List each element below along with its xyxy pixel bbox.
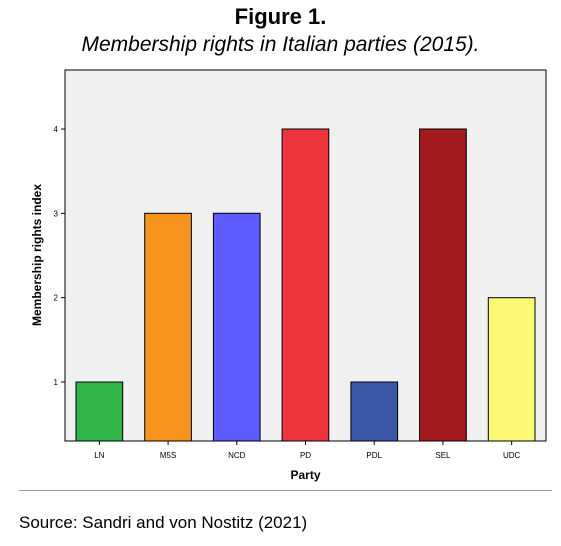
x-tick-label: UDC [503,451,521,460]
bar-m5s [144,212,192,442]
bar-ln [75,381,124,442]
y-tick-label: 1 [54,378,59,387]
source-note: Source: Sandri and von Nostitz (2021) [19,513,308,532]
bars-group [75,128,536,442]
x-axis-label: Party [290,468,320,482]
figure-label: Figure 1. [234,4,327,29]
bar-pdl [350,381,399,442]
x-tick-label: SEL [435,451,451,460]
x-tick-label: LN [94,451,104,460]
x-tick-label: NCD [228,451,246,460]
x-axis-ticks: LN M5S NCD PD PDL SEL UDC [94,441,521,460]
divider-line [19,490,552,491]
bar-sel [419,128,467,442]
x-tick-label: PD [300,451,311,460]
y-axis-ticks: 1 2 3 4 [54,125,65,387]
x-tick-label: PDL [366,451,382,460]
x-tick-label: M5S [160,451,176,460]
bar-pd [281,128,330,442]
y-tick-label: 2 [54,294,59,303]
y-tick-label: 3 [54,209,59,218]
bar-chart: 1 2 3 4 LN M5S NCD PD PDL SEL UDC Party Membershi… [30,69,547,482]
bar-udc [487,297,536,442]
figure-caption: Membership rights in Italian parties (20… [81,33,480,56]
bar-ncd [212,212,261,442]
y-tick-label: 4 [54,125,59,134]
y-axis-label: Membership rights index [30,184,44,326]
